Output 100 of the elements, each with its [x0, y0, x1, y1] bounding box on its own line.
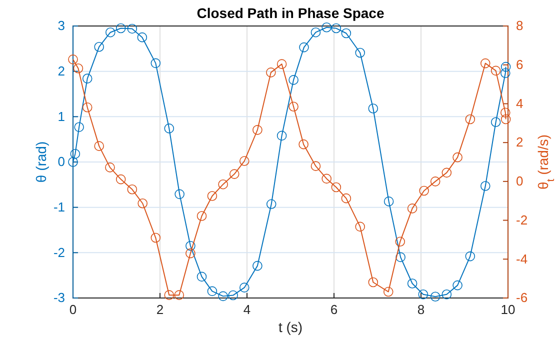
x-tick-label: 6 [330, 302, 338, 317]
point [430, 292, 440, 302]
x-tick-label: 0 [69, 302, 77, 317]
point [288, 102, 298, 112]
point [368, 277, 378, 288]
point [407, 278, 418, 288]
y2-tick-label: -6 [516, 290, 528, 306]
y2-tick-label: 0 [516, 174, 524, 189]
point [82, 74, 92, 84]
point [490, 66, 501, 76]
y-axis-title: θ (rad) [33, 141, 49, 183]
x-tick-label: 8 [417, 302, 425, 317]
point [341, 193, 352, 204]
y-tick-label: 2 [58, 63, 65, 78]
point [331, 182, 342, 192]
point [229, 169, 240, 179]
point [276, 130, 287, 141]
point [396, 252, 406, 262]
point [322, 174, 332, 184]
y-tick-label: -3 [53, 290, 65, 306]
point [288, 75, 298, 85]
point [442, 168, 452, 178]
point [500, 108, 510, 118]
y2-tick-label: 2 [516, 134, 524, 150]
point [174, 189, 184, 200]
x-tick-label: 2 [156, 302, 164, 317]
point [196, 272, 207, 282]
point [500, 62, 511, 72]
y2-tick-label: -2 [516, 212, 528, 228]
point [419, 186, 429, 196]
y-tick-label: -1 [53, 199, 65, 214]
point [174, 290, 184, 300]
point [239, 282, 250, 292]
point [266, 68, 276, 78]
x-tick-label: 10 [500, 302, 516, 317]
y2-tick-label: 8 [516, 18, 524, 34]
point [68, 54, 78, 64]
point [480, 58, 490, 68]
y-tick-label: -2 [53, 244, 65, 260]
point [310, 161, 321, 171]
point [407, 204, 418, 214]
y-tick-label: 1 [58, 108, 65, 124]
point [500, 114, 511, 124]
point [186, 248, 196, 258]
point [322, 22, 332, 32]
point [355, 222, 365, 232]
point [74, 122, 84, 132]
point [490, 117, 501, 128]
y2-tick-label: 6 [516, 57, 524, 72]
point [395, 236, 406, 247]
point [299, 42, 309, 52]
point [94, 42, 104, 52]
point [127, 184, 138, 194]
point [383, 286, 394, 297]
point [116, 174, 126, 184]
point [430, 176, 440, 186]
point [137, 32, 148, 42]
point [68, 157, 78, 167]
point [164, 124, 174, 134]
point [239, 156, 250, 166]
point [341, 28, 352, 38]
point [368, 104, 378, 114]
y-tick-label: 0 [58, 154, 65, 170]
point [73, 63, 84, 74]
point [465, 251, 476, 262]
point [218, 179, 228, 190]
point [442, 289, 452, 300]
point [82, 102, 92, 112]
point [127, 24, 138, 34]
point [384, 196, 394, 206]
point [228, 290, 238, 300]
chart-title: Closed Path in Phase Space [196, 5, 384, 21]
y-tick-label: 3 [58, 18, 65, 34]
x-tick-label: 4 [243, 302, 251, 317]
point [298, 139, 308, 150]
point [94, 141, 104, 151]
point [207, 191, 218, 201]
y2-tick-label: 4 [516, 96, 524, 111]
point [500, 68, 510, 78]
point [310, 27, 321, 38]
point [276, 59, 287, 69]
point [480, 181, 490, 191]
point [106, 27, 116, 38]
point [150, 58, 161, 68]
point [418, 289, 428, 300]
point [252, 125, 262, 135]
point [252, 260, 262, 271]
point [150, 232, 161, 243]
point [266, 199, 276, 210]
y2-tick-label: -4 [516, 251, 528, 266]
point [331, 23, 342, 34]
point [70, 148, 80, 159]
point [207, 286, 218, 296]
point [196, 211, 207, 221]
point [452, 280, 462, 290]
point [116, 23, 126, 34]
point [218, 291, 228, 302]
point [452, 152, 462, 162]
point [355, 48, 365, 58]
point [105, 162, 115, 172]
